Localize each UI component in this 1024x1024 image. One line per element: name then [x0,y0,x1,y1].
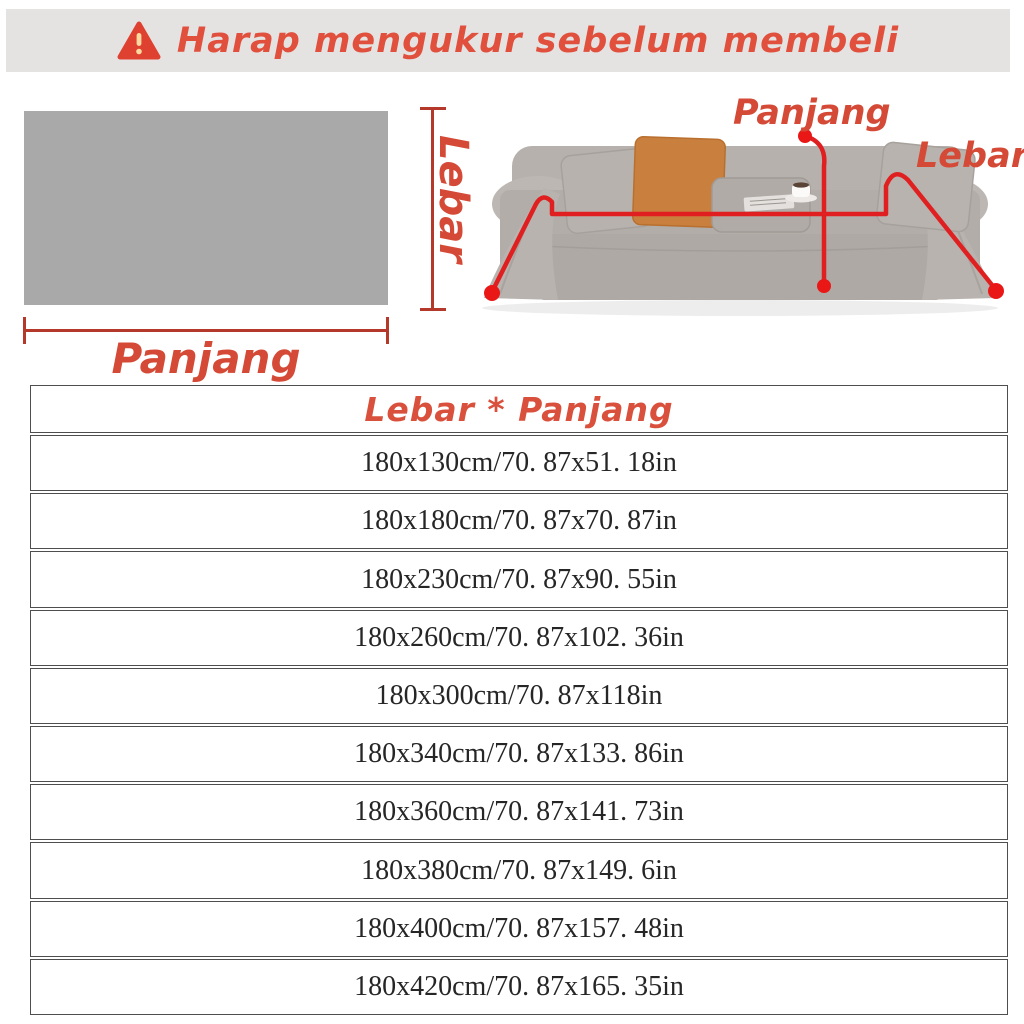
banner-text: Harap mengukur sebelum membeli [176,20,900,61]
lebar-dimension-cap-top [420,107,446,110]
lebar-dimension-line [431,108,434,310]
size-row: 180x420cm/70. 87x165. 35in [30,958,1008,1016]
sofa-lebar-label: Lebar [916,136,1024,176]
size-table-header: Lebar * Panjang [30,385,1008,433]
warning-banner: Harap mengukur sebelum membeli [6,9,1010,72]
size-row: 180x180cm/70. 87x70. 87in [30,493,1008,550]
size-row: 180x130cm/70. 87x51. 18in [30,435,1008,492]
panjang-dimension-cap-left [23,317,26,344]
size-row: 180x380cm/70. 87x149. 6in [30,842,1008,899]
size-row: 180x360cm/70. 87x141. 73in [30,784,1008,841]
size-row: 180x400cm/70. 87x157. 48in [30,900,1008,957]
sofa-panjang-label: Panjang [733,93,891,133]
sofa-illustration [482,129,1004,316]
panjang-dimension-line [24,329,388,332]
fabric-rectangle [24,111,388,305]
size-row: 180x300cm/70. 87x118in [30,667,1008,725]
panjang-label: Panjang [111,334,301,383]
size-table: Lebar * Panjang 180x130cm/70. 87x51. 18i… [30,385,1008,1016]
size-row: 180x230cm/70. 87x90. 55in [30,551,1008,608]
panjang-dimension-cap-right [386,317,389,344]
size-row: 180x340cm/70. 87x133. 86in [30,726,1008,783]
size-row: 180x260cm/70. 87x102. 36in [30,609,1008,666]
lebar-dimension-cap-bottom [420,308,446,311]
warning-triangle-icon [117,21,161,59]
sofa-photo [460,86,1020,321]
